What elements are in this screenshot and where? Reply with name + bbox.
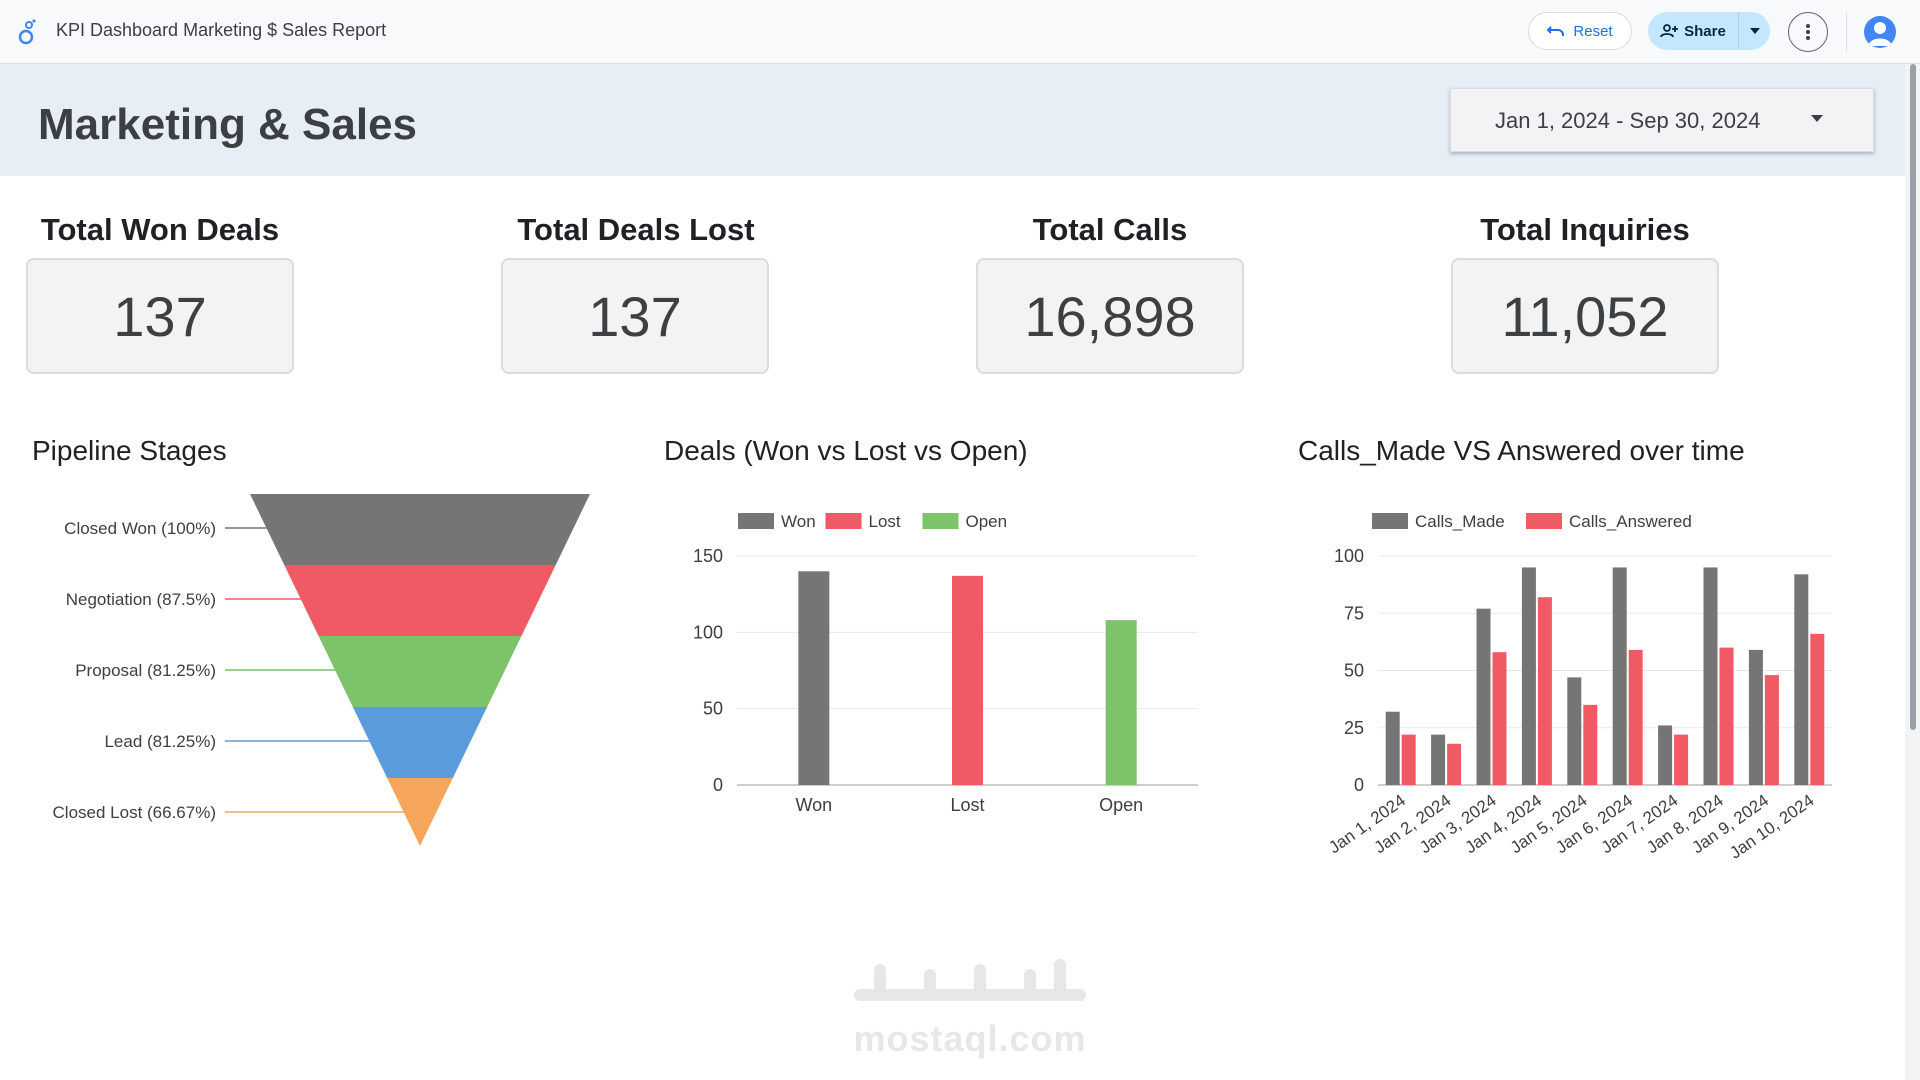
- bar: [952, 575, 983, 785]
- caret-down-icon: [1811, 115, 1823, 122]
- y-tick-label: 0: [713, 775, 723, 795]
- kpi-title-total-calls: Total Calls: [1032, 212, 1188, 247]
- funnel-stage: [284, 565, 556, 636]
- bar: [1612, 567, 1627, 785]
- funnel-stage: [318, 636, 522, 707]
- scrollbar-thumb[interactable]: [1910, 64, 1916, 730]
- y-tick-label: 100: [693, 622, 723, 642]
- kpi-value-total-inquiries: 11,052: [1451, 258, 1719, 374]
- bar: [1401, 734, 1416, 785]
- legend-swatch: [1526, 513, 1562, 529]
- date-range-picker[interactable]: Jan 1, 2024 - Sep 30, 2024: [1450, 88, 1874, 152]
- bar: [1748, 649, 1763, 785]
- share-label: Share: [1684, 22, 1726, 40]
- person-add-icon: [1660, 24, 1679, 38]
- caret-down-icon: [1749, 28, 1760, 34]
- more-vert-icon: [1806, 24, 1810, 40]
- funnel-stage: [387, 778, 453, 846]
- share-button[interactable]: Share: [1648, 12, 1770, 50]
- account-avatar[interactable]: [1864, 16, 1896, 48]
- x-tick-label: Won: [795, 795, 832, 815]
- bar: [1105, 620, 1137, 785]
- report-title: KPI Dashboard Marketing $ Sales Report: [56, 20, 387, 40]
- bar: [1583, 704, 1598, 785]
- bar: [1628, 649, 1643, 785]
- y-tick-label: 25: [1344, 718, 1364, 738]
- top-bar: KPI Dashboard Marketing $ Sales Report R…: [0, 0, 1920, 64]
- y-tick-label: 50: [703, 699, 723, 719]
- legend-label: Won: [781, 512, 816, 531]
- kpi-value-deals-lost: 137: [501, 258, 769, 374]
- bar: [1521, 567, 1536, 785]
- legend-label: Calls_Answered: [1569, 512, 1692, 531]
- bar: [1385, 711, 1400, 785]
- funnel-stage: [250, 494, 590, 565]
- watermark-text: mostaql.com: [853, 1018, 1087, 1059]
- toolbar-divider: [1846, 12, 1847, 52]
- undo-icon: [1547, 26, 1565, 36]
- y-tick-label: 50: [1344, 661, 1364, 681]
- kpi-value-won-deals: 137: [26, 258, 294, 374]
- bar: [1764, 675, 1779, 785]
- bar: [1476, 608, 1491, 785]
- share-divider: [1738, 12, 1739, 50]
- bar: [1810, 633, 1825, 785]
- legend-swatch: [738, 513, 774, 529]
- bar: [1658, 725, 1673, 785]
- legend-label: Calls_Made: [1415, 512, 1505, 531]
- bar: [1431, 734, 1446, 785]
- bar: [1794, 574, 1809, 785]
- kpi-value-total-calls: 16,898: [976, 258, 1244, 374]
- reset-label: Reset: [1573, 22, 1613, 40]
- funnel-stage-label: Closed Won (100%): [64, 519, 216, 538]
- legend-swatch: [922, 513, 959, 529]
- watermark-logo-icon: [854, 959, 1086, 1001]
- x-tick-label: Lost: [950, 795, 984, 815]
- funnel-chart-title: Pipeline Stages: [32, 435, 227, 466]
- bar: [1537, 597, 1552, 785]
- bar: [1703, 567, 1718, 785]
- y-tick-label: 150: [693, 546, 723, 566]
- bar: [1492, 652, 1507, 785]
- share-dropdown-button[interactable]: [1739, 12, 1770, 50]
- bar: [1719, 647, 1734, 785]
- kpi-title-won-deals: Total Won Deals: [40, 212, 280, 247]
- kpi-title-deals-lost: Total Deals Lost: [517, 212, 755, 247]
- kpi-title-total-inquiries: Total Inquiries: [1480, 212, 1690, 247]
- date-range-value: Jan 1, 2024 - Sep 30, 2024: [1495, 108, 1761, 133]
- person-icon: [1868, 22, 1892, 46]
- legend-label: Lost: [869, 512, 901, 531]
- funnel-chart[interactable]: Closed Won (100%) Negotiation (87.5%) Prop…: [0, 480, 620, 860]
- y-tick-label: 100: [1334, 546, 1364, 566]
- bar: [1567, 677, 1582, 785]
- bar: [1674, 734, 1689, 785]
- more-options-button[interactable]: [1788, 12, 1828, 52]
- bar: [1447, 743, 1462, 785]
- deals-bar-chart[interactable]: 0 50 100 150 Won Lost Open Won Lost Open: [660, 490, 1220, 830]
- reset-button[interactable]: Reset: [1528, 12, 1632, 50]
- deals-chart-title: Deals (Won vs Lost vs Open): [664, 435, 1028, 466]
- funnel-stage-label: Negotiation (87.5%): [66, 590, 216, 609]
- looker-studio-logo-icon[interactable]: [16, 18, 42, 46]
- share-main-button[interactable]: Share: [1648, 12, 1738, 50]
- funnel-stage: [352, 707, 488, 778]
- y-tick-label: 75: [1344, 603, 1364, 623]
- legend-label: Open: [966, 512, 1008, 531]
- bar: [798, 571, 830, 785]
- x-tick-label: Open: [1099, 795, 1143, 815]
- calls-chart-title: Calls_Made VS Answered over time: [1298, 435, 1745, 466]
- funnel-stage-label: Lead (81.25%): [104, 732, 216, 751]
- legend-swatch: [1372, 513, 1408, 529]
- legend-swatch: [825, 513, 862, 529]
- funnel-stage-label: Closed Lost (66.67%): [53, 803, 216, 822]
- funnel-stage-label: Proposal (81.25%): [75, 661, 216, 680]
- page-title: Marketing & Sales: [38, 100, 418, 149]
- y-tick-label: 0: [1354, 775, 1364, 795]
